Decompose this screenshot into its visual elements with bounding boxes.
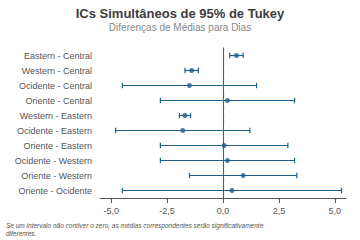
svg-text:Oriente - Central: Oriente - Central <box>25 96 92 106</box>
svg-text:-2,5: -2,5 <box>159 206 175 216</box>
svg-text:Ocidente - Western: Ocidente - Western <box>15 156 92 166</box>
svg-text:-5,0: -5,0 <box>103 206 119 216</box>
svg-text:2,5: 2,5 <box>273 206 286 216</box>
svg-text:Oriente - Eastern: Oriente - Eastern <box>23 141 92 151</box>
svg-text:Western - Central: Western - Central <box>22 66 92 76</box>
svg-text:Diferenças de Médias para Dias: Diferenças de Médias para Dias <box>109 22 251 33</box>
svg-text:Ocidente - Central: Ocidente - Central <box>19 81 92 91</box>
svg-text:0,0: 0,0 <box>217 206 230 216</box>
svg-text:Western - Eastern: Western - Eastern <box>20 111 92 121</box>
svg-text:diferentes.: diferentes. <box>6 230 37 237</box>
svg-text:ICs Simultâneos de 95% de Tuke: ICs Simultâneos de 95% de Tukey <box>76 6 285 21</box>
svg-text:Oriente - Western: Oriente - Western <box>21 171 92 181</box>
svg-text:Oriente - Ocidente: Oriente - Ocidente <box>18 186 92 196</box>
svg-text:Ocidente - Eastern: Ocidente - Eastern <box>17 126 92 136</box>
svg-text:5,0: 5,0 <box>329 206 342 216</box>
svg-text:Se um intervalo não contiver o: Se um intervalo não contiver o zero, as … <box>6 222 264 230</box>
svg-text:Eastern - Central: Eastern - Central <box>24 51 92 61</box>
